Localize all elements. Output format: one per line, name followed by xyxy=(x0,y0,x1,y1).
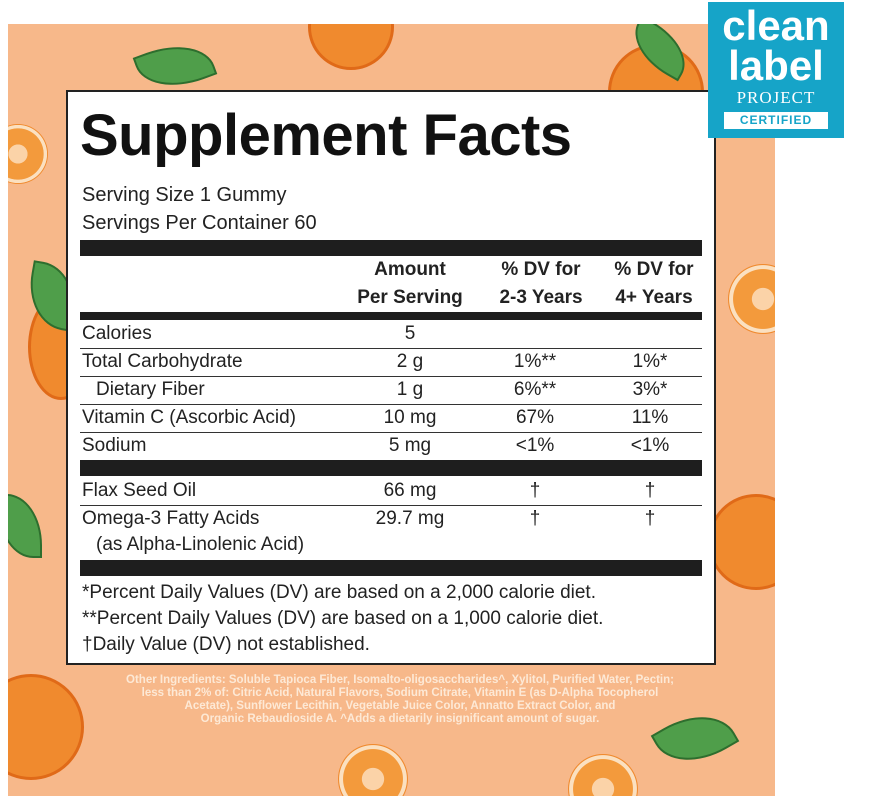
ingredients-line: Other Ingredients: Soluble Tapioca Fiber… xyxy=(126,674,674,686)
nutrient-dv-kids: 1%** xyxy=(513,351,557,372)
nutrient-dv-kids: 6%** xyxy=(513,379,557,400)
nutrient-amount: 2 g xyxy=(396,351,424,372)
nutrient-name-line2: (as Alpha-Linolenic Acid) xyxy=(96,534,305,555)
nutrient-amount: 10 mg xyxy=(383,407,437,428)
supplement-facts-panel: Supplement Facts Serving Size 1 Gummy Se… xyxy=(66,90,716,665)
nutrient-amount: 1 g xyxy=(396,379,424,400)
facts-title: Supplement Facts xyxy=(80,103,572,168)
badge-word-project: PROJECT xyxy=(736,88,816,107)
nutrient-name: Sodium xyxy=(82,435,147,456)
dv-adult-header-line2: 4+ Years xyxy=(615,287,693,308)
thick-divider xyxy=(80,560,702,576)
thick-divider xyxy=(80,460,702,476)
dv-kids-header-line1: % DV for xyxy=(501,259,581,280)
nutrient-row: Calories 5 xyxy=(80,321,702,349)
nutrient-dv-adult: † xyxy=(644,508,656,529)
dv-kids-header: % DV for 2-3 Years xyxy=(482,256,600,312)
nutrient-name: Flax Seed Oil xyxy=(82,480,197,501)
nutrient-row: Omega-3 Fatty Acids (as Alpha-Linolenic … xyxy=(80,506,702,558)
orange-fruit-decoration xyxy=(308,24,394,70)
dv-adult-header-line1: % DV for xyxy=(614,259,694,280)
header-divider xyxy=(80,312,702,320)
footnote: †Daily Value (DV) not established. xyxy=(82,634,370,655)
servings-per-container: Servings Per Container 60 xyxy=(82,212,317,234)
footnote: *Percent Daily Values (DV) are based on … xyxy=(82,582,596,603)
nutrient-row: Total Carbohydrate 2 g 1%** 1%* xyxy=(80,349,702,377)
nutrient-dv-kids: <1% xyxy=(515,435,555,456)
dv-kids-header-line2: 2-3 Years xyxy=(499,287,583,308)
badge-word-clean: clean xyxy=(722,2,830,49)
amount-header-line1: Amount xyxy=(374,259,446,280)
nutrient-name: Vitamin C (Ascorbic Acid) xyxy=(82,407,296,428)
nutrient-dv-adult: <1% xyxy=(630,435,670,456)
badge-word-label: label xyxy=(728,42,824,89)
orange-slice-decoration xyxy=(338,744,408,796)
nutrient-name: Dietary Fiber xyxy=(96,379,205,400)
footnote: **Percent Daily Values (DV) are based on… xyxy=(82,608,604,629)
nutrient-amount: 29.7 mg xyxy=(375,508,445,529)
nutrient-dv-kids: † xyxy=(529,508,541,529)
orange-slice-decoration xyxy=(728,264,775,334)
nutrient-amount: 66 mg xyxy=(383,480,437,501)
serving-size: Serving Size 1 Gummy xyxy=(82,184,287,206)
clean-label-badge: clean label PROJECT CERTIFIED xyxy=(708,2,844,138)
leaf-decoration xyxy=(8,494,42,558)
nutrient-dv-adult: 3%* xyxy=(632,379,668,400)
nutrient-amount: 5 mg xyxy=(388,435,432,456)
ingredients-line: Acetate), Sunflower Lecithin, Vegetable … xyxy=(184,700,616,712)
amount-header: Amount Per Serving xyxy=(340,256,480,312)
nutrient-name: Calories xyxy=(82,323,152,344)
other-ingredients: Other Ingredients: Soluble Tapioca Fiber… xyxy=(60,674,740,726)
amount-header-line2: Per Serving xyxy=(357,287,463,308)
ingredients-line: Organic Rebaudioside A. ^Adds a dietaril… xyxy=(200,713,600,725)
nutrient-dv-adult: 1%* xyxy=(632,351,668,372)
nutrient-dv-kids: † xyxy=(529,480,541,501)
nutrient-dv-adult: † xyxy=(644,480,656,501)
orange-slice-decoration xyxy=(568,754,638,796)
nutrient-dv-adult: 11% xyxy=(631,407,669,428)
ingredients-line: less than 2% of: Citric Acid, Natural Fl… xyxy=(141,687,659,699)
nutrient-row: Flax Seed Oil 66 mg † † xyxy=(80,478,702,506)
nutrient-row: Vitamin C (Ascorbic Acid) 10 mg 67% 11% xyxy=(80,405,702,433)
badge-certified: CERTIFIED xyxy=(724,112,828,129)
nutrient-name: Omega-3 Fatty Acids xyxy=(82,508,260,529)
dv-adult-header: % DV for 4+ Years xyxy=(598,256,710,312)
thick-divider xyxy=(80,240,702,256)
orange-fruit-decoration xyxy=(708,494,775,590)
nutrient-row: Dietary Fiber 1 g 6%** 3%* xyxy=(80,377,702,405)
nutrient-amount: 5 xyxy=(404,323,416,344)
nutrient-dv-kids: 67% xyxy=(515,407,555,428)
nutrient-row: Sodium 5 mg <1% <1% xyxy=(80,433,702,460)
nutrient-name: Total Carbohydrate xyxy=(82,351,243,372)
orange-slice-decoration xyxy=(8,124,48,184)
